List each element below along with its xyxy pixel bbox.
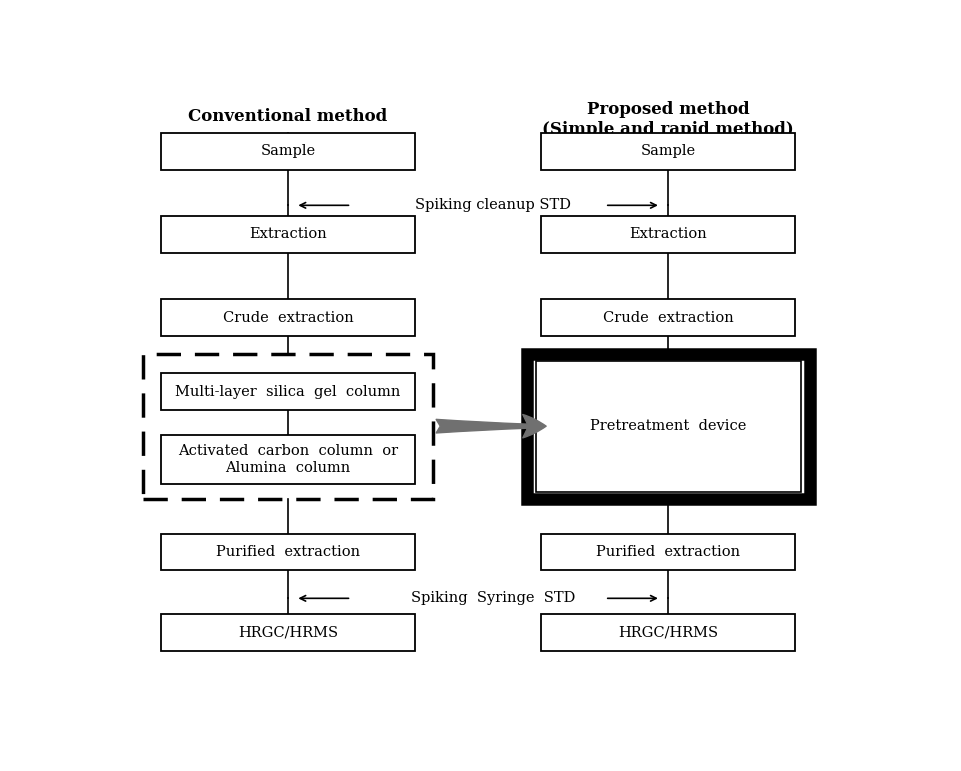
Bar <box>541 216 794 253</box>
Bar <box>161 614 414 651</box>
Bar <box>161 133 414 170</box>
Bar <box>161 435 414 484</box>
Text: Purified  extraction: Purified extraction <box>596 545 740 559</box>
Bar <box>161 373 414 410</box>
Text: Proposed method
(Simple and rapid method): Proposed method (Simple and rapid method… <box>542 101 793 137</box>
Text: Conventional method: Conventional method <box>188 108 387 125</box>
Bar <box>142 354 432 499</box>
Bar <box>535 361 801 492</box>
Bar <box>161 216 414 253</box>
Text: Pretreatment  device: Pretreatment device <box>589 419 746 433</box>
Text: Activated  carbon  column  or
Alumina  column: Activated carbon column or Alumina colum… <box>178 444 398 475</box>
Text: HRGC/HRMS: HRGC/HRMS <box>618 625 718 639</box>
Text: HRGC/HRMS: HRGC/HRMS <box>237 625 337 639</box>
Bar <box>161 299 414 336</box>
Text: Extraction: Extraction <box>249 227 327 241</box>
Bar <box>161 534 414 571</box>
Bar <box>541 534 794 571</box>
Text: Extraction: Extraction <box>628 227 706 241</box>
Text: Crude  extraction: Crude extraction <box>603 311 733 325</box>
Bar <box>541 299 794 336</box>
Text: Spiking cleanup STD: Spiking cleanup STD <box>414 198 571 212</box>
Text: Crude  extraction: Crude extraction <box>222 311 353 325</box>
Bar <box>541 133 794 170</box>
Text: Sample: Sample <box>640 144 695 158</box>
Text: Multi-layer  silica  gel  column: Multi-layer silica gel column <box>175 385 401 399</box>
Bar <box>541 614 794 651</box>
Bar <box>526 354 809 499</box>
Text: Purified  extraction: Purified extraction <box>215 545 359 559</box>
Text: Spiking  Syringe  STD: Spiking Syringe STD <box>410 591 575 605</box>
Text: Sample: Sample <box>260 144 315 158</box>
